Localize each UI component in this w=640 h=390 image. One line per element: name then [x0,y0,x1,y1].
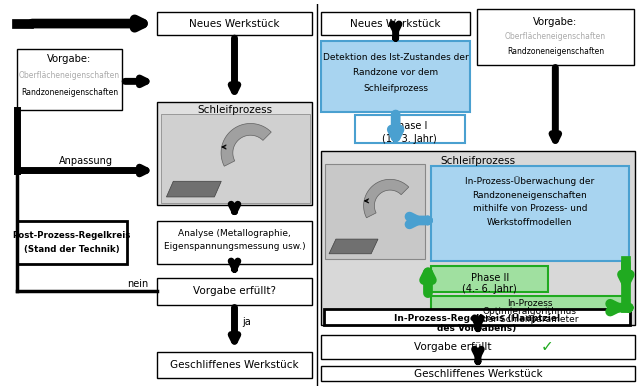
FancyBboxPatch shape [325,164,425,259]
Polygon shape [166,181,221,197]
Polygon shape [329,239,378,254]
Text: Werkstoffmodellen: Werkstoffmodellen [487,218,573,227]
FancyBboxPatch shape [157,222,312,264]
Text: nein: nein [127,279,148,289]
Text: Optimieralgorithmus: Optimieralgorithmus [483,307,577,316]
Text: ja: ja [243,317,251,327]
FancyBboxPatch shape [324,308,630,325]
Text: (Stand der Technik): (Stand der Technik) [24,245,120,254]
Text: Randzoneneigenschaften: Randzoneneigenschaften [21,88,118,97]
Text: Randzone vor dem: Randzone vor dem [353,68,438,77]
FancyBboxPatch shape [17,222,127,264]
Text: Geschliffenes Werkstück: Geschliffenes Werkstück [170,360,299,370]
Text: der Schleifparameter: der Schleifparameter [482,315,578,324]
Text: Vorgabe:: Vorgabe: [47,54,92,64]
Text: Schleifprozess: Schleifprozess [363,84,428,93]
Text: Randzoneneigenschaften: Randzoneneigenschaften [507,48,604,57]
Text: ✓: ✓ [541,339,554,355]
Text: Detektion des Ist-Zustandes der: Detektion des Ist-Zustandes der [323,53,468,62]
FancyBboxPatch shape [157,278,312,305]
Text: Vorgabe erfüllt?: Vorgabe erfüllt? [193,287,276,296]
Polygon shape [364,179,409,218]
Text: Eigenspannungsmessung usw.): Eigenspannungsmessung usw.) [164,243,305,252]
Text: In-Prozess: In-Prozess [507,299,552,308]
FancyBboxPatch shape [321,12,470,35]
FancyBboxPatch shape [355,115,465,143]
Text: Phase I: Phase I [392,121,428,131]
FancyBboxPatch shape [431,266,548,292]
FancyBboxPatch shape [321,41,470,112]
FancyBboxPatch shape [157,102,312,205]
Text: Post-Prozess-Regelkreis: Post-Prozess-Regelkreis [13,230,131,240]
FancyBboxPatch shape [431,166,629,261]
Text: Oberflächeneigenschaften: Oberflächeneigenschaften [19,71,120,80]
Text: Neues Werkstück: Neues Werkstück [189,19,280,28]
Text: des Vorhabens): des Vorhabens) [437,324,516,333]
FancyBboxPatch shape [17,49,122,110]
Text: mithilfe von Prozess- und: mithilfe von Prozess- und [472,204,587,213]
Text: Schleifprozess: Schleifprozess [197,105,272,115]
Text: (4.- 6. Jahr): (4.- 6. Jahr) [462,284,517,294]
Text: Geschliffenes Werkstück: Geschliffenes Werkstück [413,369,542,379]
FancyBboxPatch shape [477,9,634,65]
Text: (1.- 3. Jahr): (1.- 3. Jahr) [383,134,437,144]
FancyBboxPatch shape [431,296,629,321]
Text: In-Prozess-Regelkreis (Hauptziel: In-Prozess-Regelkreis (Hauptziel [394,314,560,323]
FancyBboxPatch shape [157,12,312,35]
Text: In-Prozess-Überwachung der: In-Prozess-Überwachung der [465,176,595,186]
Text: Randzoneneigenschaften: Randzoneneigenschaften [472,190,588,200]
Text: Oberflächeneigenschaften: Oberflächeneigenschaften [505,32,606,41]
Polygon shape [221,124,271,166]
Text: Schleifprozess: Schleifprozess [440,156,515,166]
Text: Anpassung: Anpassung [59,156,113,166]
FancyBboxPatch shape [157,352,312,378]
FancyBboxPatch shape [161,114,310,203]
FancyBboxPatch shape [321,335,635,359]
Text: Vorgabe erfüllt: Vorgabe erfüllt [414,342,492,352]
Text: Analyse (Metallographie,: Analyse (Metallographie, [178,229,291,238]
FancyBboxPatch shape [321,367,635,381]
Text: Neues Werkstück: Neues Werkstück [351,19,441,28]
FancyBboxPatch shape [321,151,635,325]
Text: Phase II: Phase II [470,273,509,283]
Text: Vorgabe:: Vorgabe: [533,17,577,27]
